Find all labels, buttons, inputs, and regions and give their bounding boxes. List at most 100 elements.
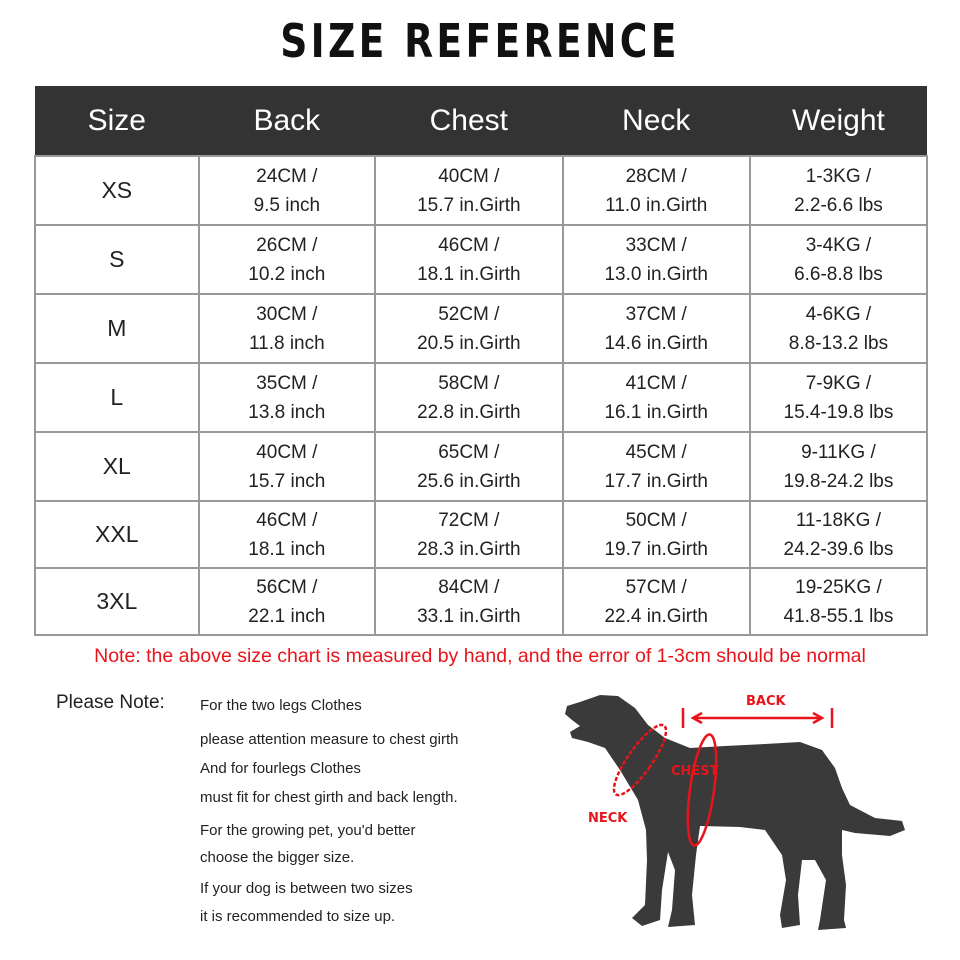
neck-value-line: 16.1 in.Girth bbox=[604, 401, 708, 423]
neck-cell: 57CM / 22.4 in.Girth bbox=[561, 567, 751, 636]
chest-value-line: 58CM / bbox=[438, 372, 500, 394]
neck-label: NECK bbox=[588, 811, 628, 826]
weight-cell: 7-9KG / 15.4-19.8 lbs bbox=[748, 362, 929, 433]
back-value-line: 40CM / bbox=[256, 441, 318, 463]
chest-value-line: 46CM / bbox=[438, 234, 500, 256]
table-row: M 30CM / 11.8 inch 52CM / 20.5 in.Girth 37CM … bbox=[34, 293, 929, 364]
neck-value-line: 50CM / bbox=[625, 509, 687, 531]
neck-value-line: 11.0 in.Girth bbox=[605, 194, 708, 216]
chest-value-line: 33.1 in.Girth bbox=[417, 605, 521, 627]
chest-value-line: 65CM / bbox=[438, 441, 500, 463]
back-cell: 40CM / 15.7 inch bbox=[197, 431, 377, 502]
size-cell: XXL bbox=[34, 500, 200, 569]
table-row: XL 40CM / 15.7 inch 65CM / 25.6 in.Girth 45CM… bbox=[34, 431, 929, 502]
back-cell: 35CM / 13.8 inch bbox=[197, 362, 377, 433]
table-row: 3XL 56CM / 22.1 inch 84CM / 33.1 in.Girth 57C… bbox=[34, 567, 929, 636]
weight-value-line: 19-25KG / bbox=[795, 576, 882, 598]
size-cell: S bbox=[34, 224, 200, 295]
weight-cell: 19-25KG / 41.8-55.1 lbs bbox=[748, 567, 929, 636]
chest-value-line: 84CM / bbox=[438, 576, 500, 598]
size-table: Size Back Chest Neck Weight XS 24CM / 9.5 inch… bbox=[34, 86, 929, 636]
note-line: choose the bigger size. bbox=[200, 849, 355, 866]
note-line: For the two legs Clothes bbox=[200, 697, 362, 714]
chest-value-line: 22.8 in.Girth bbox=[417, 401, 521, 423]
weight-value-line: 19.8-24.2 lbs bbox=[783, 470, 894, 492]
weight-value-line: 1-3KG / bbox=[805, 165, 872, 187]
page-title: SIZE REFERENCE bbox=[280, 14, 680, 68]
chest-cell: 58CM / 22.8 in.Girth bbox=[374, 362, 564, 433]
please-note-label: Please Note: bbox=[56, 692, 165, 713]
weight-value-line: 6.6-8.8 lbs bbox=[794, 263, 883, 285]
chest-cell: 72CM / 28.3 in.Girth bbox=[374, 500, 564, 569]
chest-cell: 52CM / 20.5 in.Girth bbox=[374, 293, 564, 364]
back-cell: 24CM / 9.5 inch bbox=[197, 155, 377, 226]
table-header: Size Back Chest Neck Weight bbox=[35, 86, 927, 156]
neck-value-line: 14.6 in.Girth bbox=[604, 332, 708, 354]
size-cell: 3XL bbox=[34, 567, 200, 636]
size-cell: L bbox=[34, 362, 200, 433]
table-row: XXL 46CM / 18.1 inch 72CM / 28.3 in.Girth 50C… bbox=[34, 500, 929, 569]
weight-value-line: 4-6KG / bbox=[805, 303, 872, 325]
neck-value-line: 41CM / bbox=[625, 372, 687, 394]
back-cell: 56CM / 22.1 inch bbox=[197, 567, 377, 636]
column-header-back: Back bbox=[198, 86, 376, 156]
back-value-line: 30CM / bbox=[256, 303, 318, 325]
back-value-line: 13.8 inch bbox=[248, 401, 326, 423]
chest-value-line: 15.7 in.Girth bbox=[417, 194, 521, 216]
neck-cell: 28CM / 11.0 in.Girth bbox=[561, 155, 751, 226]
weight-value-line: 8.8-13.2 lbs bbox=[788, 332, 889, 354]
back-value-line: 56CM / bbox=[256, 576, 318, 598]
back-value-line: 11.8 inch bbox=[248, 332, 325, 354]
weight-cell: 11-18KG / 24.2-39.6 lbs bbox=[748, 500, 929, 569]
chest-value-line: 18.1 in.Girth bbox=[417, 263, 521, 285]
weight-value-line: 11-18KG / bbox=[795, 509, 882, 531]
weight-value-line: 3-4KG / bbox=[805, 234, 872, 256]
dog-measurement-diagram: BACK CHEST NECK bbox=[565, 694, 905, 930]
dog-silhouette bbox=[565, 695, 905, 930]
neck-value-line: 37CM / bbox=[625, 303, 687, 325]
neck-value-line: 22.4 in.Girth bbox=[604, 605, 708, 627]
neck-cell: 50CM / 19.7 in.Girth bbox=[561, 500, 751, 569]
neck-cell: 33CM / 13.0 in.Girth bbox=[561, 224, 751, 295]
back-value-line: 35CM / bbox=[256, 372, 318, 394]
chest-value-line: 20.5 in.Girth bbox=[417, 332, 521, 354]
back-value-line: 18.1 inch bbox=[248, 538, 326, 560]
neck-cell: 41CM / 16.1 in.Girth bbox=[561, 362, 751, 433]
note-line: please attention measure to chest girth bbox=[200, 731, 459, 748]
weight-value-line: 9-11KG / bbox=[801, 441, 876, 463]
neck-cell: 45CM / 17.7 in.Girth bbox=[561, 431, 751, 502]
size-cell: M bbox=[34, 293, 200, 364]
table-row: L 35CM / 13.8 inch 58CM / 22.8 in.Girth 41CM … bbox=[34, 362, 929, 433]
column-header-chest: Chest bbox=[375, 86, 563, 156]
neck-loop bbox=[612, 723, 668, 797]
column-header-neck: Neck bbox=[562, 86, 750, 156]
chest-label: CHEST bbox=[671, 764, 719, 779]
chest-cell: 40CM / 15.7 in.Girth bbox=[374, 155, 564, 226]
neck-cell: 37CM / 14.6 in.Girth bbox=[561, 293, 751, 364]
neck-value-line: 19.7 in.Girth bbox=[604, 538, 708, 560]
chest-cell: 46CM / 18.1 in.Girth bbox=[374, 224, 564, 295]
note-line: must fit for chest girth and back length… bbox=[200, 789, 458, 806]
weight-cell: 4-6KG / 8.8-13.2 lbs bbox=[748, 293, 929, 364]
chest-loop bbox=[686, 733, 718, 847]
weight-value-line: 41.8-55.1 lbs bbox=[783, 605, 894, 627]
size-cell: XL bbox=[34, 431, 200, 502]
size-cell: XS bbox=[34, 155, 200, 226]
measurement-note: Note: the above size chart is measured b… bbox=[94, 645, 866, 667]
back-label: BACK bbox=[746, 694, 787, 709]
back-value-line: 9.5 inch bbox=[253, 194, 321, 216]
weight-cell: 1-3KG / 2.2-6.6 lbs bbox=[748, 155, 929, 226]
column-header-weight: Weight bbox=[749, 86, 927, 156]
weight-value-line: 7-9KG / bbox=[805, 372, 872, 394]
note-line: And for fourlegs Clothes bbox=[200, 760, 361, 777]
neck-value-line: 28CM / bbox=[625, 165, 687, 187]
weight-value-line: 24.2-39.6 lbs bbox=[783, 538, 894, 560]
note-line: For the growing pet, you'd better bbox=[200, 822, 416, 839]
neck-value-line: 33CM / bbox=[625, 234, 687, 256]
note-line: If your dog is between two sizes bbox=[200, 880, 413, 897]
chest-value-line: 52CM / bbox=[438, 303, 500, 325]
chest-value-line: 72CM / bbox=[438, 509, 500, 531]
weight-value-line: 15.4-19.8 lbs bbox=[783, 401, 894, 423]
neck-value-line: 13.0 in.Girth bbox=[604, 263, 708, 285]
